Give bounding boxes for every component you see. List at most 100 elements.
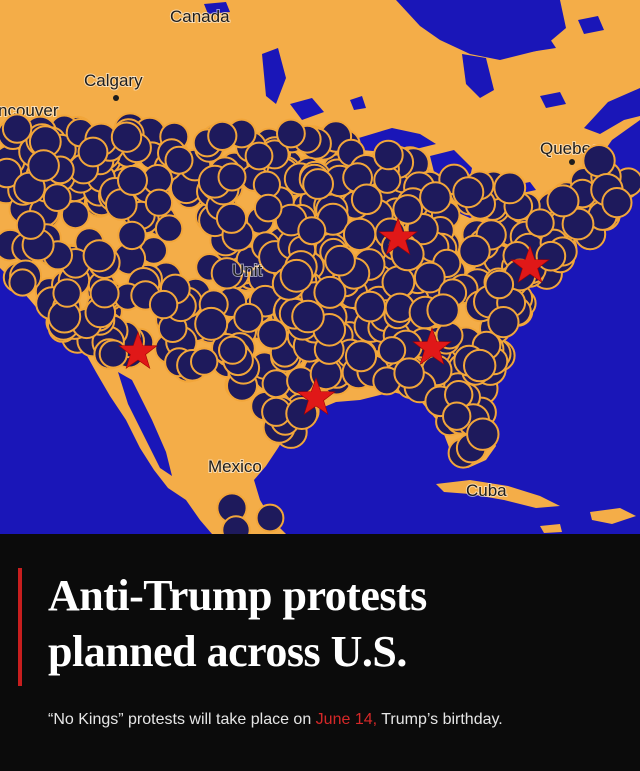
- protest-dot-icon: [426, 293, 460, 327]
- protest-dot-icon: [233, 302, 264, 333]
- protest-dot-icon: [342, 217, 377, 252]
- headline-line-2: planned across U.S.: [48, 627, 407, 676]
- protest-dot-icon: [117, 220, 147, 251]
- subheadline-text-before: “No Kings” protests will take place on: [48, 711, 316, 728]
- protest-dot-icon: [484, 269, 515, 300]
- canadian-lake-2: [290, 98, 324, 120]
- protest-dot-icon: [297, 216, 327, 246]
- label-calgary: Calgary: [84, 71, 143, 90]
- protest-dot-icon: [117, 164, 148, 196]
- protest-dot-icon: [302, 168, 335, 200]
- protest-dot-icon: [8, 268, 37, 297]
- protest-dots: [0, 112, 640, 534]
- protest-dot-icon: [291, 299, 325, 334]
- lake-superior: [352, 128, 436, 152]
- protest-dot-icon: [164, 145, 194, 175]
- red-star-icon: [510, 245, 550, 283]
- protest-dot-icon: [253, 193, 283, 223]
- highlight-stars: [118, 217, 550, 415]
- headline-accent-bar: [18, 568, 22, 686]
- protest-dot-icon: [42, 183, 72, 213]
- protest-dot-icon: [89, 278, 120, 309]
- subheadline: “No Kings” protests will take place on J…: [48, 710, 628, 730]
- protest-dot-icon: [413, 261, 446, 294]
- protest-dot-icon: [210, 257, 244, 290]
- label-united-states: Unit: [232, 261, 263, 280]
- protest-dot-icon: [324, 244, 356, 277]
- red-star-icon: [412, 327, 452, 365]
- protest-dot-icon: [466, 417, 500, 451]
- protest-dot-icon: [561, 207, 595, 241]
- gulf-of-california: [118, 372, 172, 476]
- st-lawrence-gulf: [584, 88, 640, 134]
- protest-dot-icon: [601, 187, 633, 219]
- protest-dot-icon: [261, 369, 291, 399]
- canadian-lake-1: [262, 48, 286, 104]
- protest-dot-icon: [15, 210, 46, 240]
- protest-dot-icon: [221, 515, 251, 534]
- protest-dot-icon: [546, 184, 580, 218]
- james-bay: [462, 54, 494, 98]
- protest-dot-icon: [354, 290, 387, 323]
- map-canvas: Canada Calgary ncouver Quebec To Mexico …: [0, 0, 640, 534]
- calgary-city-marker: [113, 95, 119, 101]
- protest-map: Canada Calgary ncouver Quebec To Mexico …: [0, 0, 640, 534]
- protest-dot-icon: [207, 120, 238, 151]
- protest-dot-icon: [154, 214, 184, 243]
- label-cuba: Cuba: [466, 481, 507, 500]
- protest-dot-icon: [279, 258, 314, 293]
- protest-dot-icon: [148, 289, 179, 320]
- protest-dot-icon: [218, 335, 248, 365]
- protest-dot-icon: [442, 401, 472, 431]
- canadian-lake-5: [578, 16, 604, 34]
- headline-line-1: Anti-Trump protests: [48, 571, 427, 620]
- protest-dot-icon: [60, 200, 90, 230]
- protest-date: June 14,: [315, 711, 378, 728]
- canadian-lake-7: [350, 96, 366, 110]
- protest-dot-icon: [276, 118, 306, 149]
- protest-dot-icon: [458, 234, 491, 268]
- label-mexico: Mexico: [208, 457, 262, 476]
- protest-dot-icon: [144, 188, 174, 217]
- protest-dot-icon: [194, 306, 229, 341]
- subheadline-text-after: Trump’s birthday.: [377, 711, 503, 728]
- canadian-lake-4: [520, 36, 556, 52]
- protest-dot-icon: [525, 208, 555, 238]
- protest-dot-icon: [392, 194, 424, 225]
- cuba-island: [436, 480, 560, 508]
- quebec-city-marker: [569, 159, 575, 165]
- protest-dot-icon: [217, 162, 247, 192]
- canadian-lake-3: [204, 2, 230, 14]
- protest-dot-icon: [110, 121, 143, 153]
- protest-dot-icon: [255, 503, 285, 533]
- protest-dot-icon: [257, 318, 288, 350]
- protest-dot-icon: [77, 136, 109, 168]
- protest-dot-icon: [1, 113, 33, 144]
- protest-dot-icon: [452, 176, 485, 209]
- red-star-icon: [296, 377, 336, 415]
- protest-dot-icon: [350, 183, 383, 216]
- protest-dot-icon: [393, 357, 425, 389]
- protest-dot-icon: [313, 275, 347, 309]
- protest-dot-icon: [98, 339, 128, 369]
- protest-dot-icon: [419, 181, 452, 214]
- red-star-icon: [118, 331, 158, 369]
- caption-panel: [0, 534, 640, 771]
- protest-dot-icon: [244, 141, 274, 171]
- protest-dot-icon: [190, 347, 219, 376]
- red-star-icon: [378, 217, 418, 255]
- jamaica-island: [540, 524, 562, 533]
- canadian-lake-6: [540, 92, 566, 108]
- hudson-bay: [396, 0, 566, 60]
- label-canada: Canada: [170, 7, 230, 26]
- protest-dot-icon: [493, 171, 527, 205]
- protest-dot-icon: [582, 144, 616, 178]
- protest-dot-icon: [215, 202, 248, 234]
- headline: Anti-Trump protests planned across U.S.: [48, 568, 618, 680]
- protest-dot-icon: [27, 149, 60, 182]
- protest-dot-icon: [82, 239, 116, 273]
- protest-dot-icon: [377, 336, 407, 365]
- protest-dot-icon: [487, 306, 520, 339]
- protest-dot-icon: [52, 278, 82, 308]
- protest-dot-icon: [463, 348, 497, 383]
